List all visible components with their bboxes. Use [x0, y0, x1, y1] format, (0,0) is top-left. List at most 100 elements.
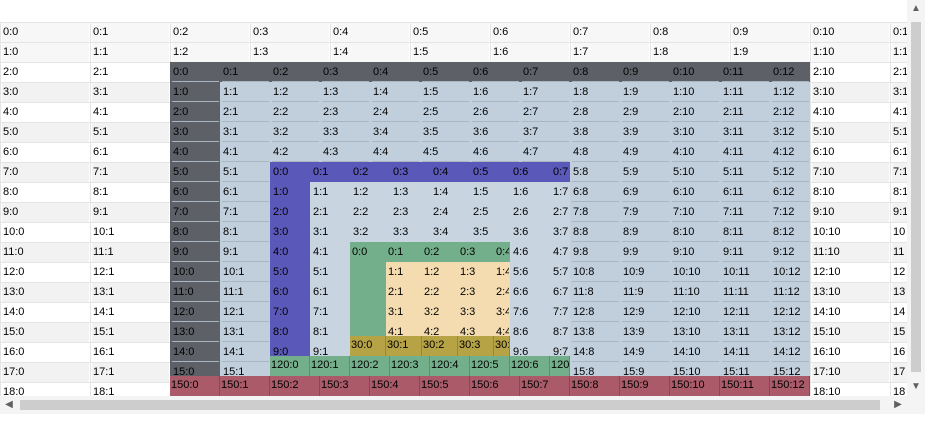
- grid-cell[interactable]: 6:11: [722, 183, 769, 202]
- grid-cell[interactable]: 1:3: [322, 83, 369, 102]
- grid-cell[interactable]: 1:2: [272, 83, 319, 102]
- grid-cell[interactable]: 1:2: [353, 186, 369, 198]
- footer-cell[interactable]: 150:11: [720, 376, 770, 396]
- grid-cell[interactable]: 8:9: [622, 223, 669, 242]
- grid-cell[interactable]: 1:4: [496, 266, 509, 278]
- grid-cell[interactable]: 0:6: [472, 63, 519, 82]
- grid-cell[interactable]: 4:0: [273, 246, 289, 258]
- grid-cell[interactable]: 8:6: [513, 326, 529, 338]
- grid-cell[interactable]: 6:1: [92, 143, 169, 162]
- grid-cell[interactable]: 13:1: [222, 323, 269, 342]
- grid-cell[interactable]: 4:10: [672, 143, 719, 162]
- grid-cell[interactable]: 2:3: [460, 286, 476, 298]
- grid-cell[interactable]: 4:8: [572, 143, 619, 162]
- grid-cell[interactable]: 4:0: [2, 103, 89, 122]
- grid-cell[interactable]: 7:11: [722, 203, 769, 222]
- scroll-up-arrow-icon[interactable]: ▲: [911, 3, 921, 14]
- grid-cell[interactable]: 12:0: [2, 263, 89, 282]
- grid-cell[interactable]: 2:8: [572, 103, 619, 122]
- grid-cell[interactable]: 4:1: [388, 326, 404, 338]
- grid-cell[interactable]: 1:1: [92, 43, 169, 62]
- grid-cell[interactable]: 6:1: [222, 183, 269, 202]
- grid-cell[interactable]: 0:11: [722, 63, 769, 82]
- grid-cell[interactable]: 1:10: [812, 43, 889, 62]
- grid-cell[interactable]: 7:1: [313, 306, 329, 318]
- grid-cell[interactable]: 10:8: [572, 263, 619, 282]
- vertical-scrollbar[interactable]: ▲ ▼: [907, 0, 925, 396]
- grid-cell[interactable]: 7:8: [572, 203, 619, 222]
- grid-cell[interactable]: 4:5: [422, 143, 469, 162]
- footer-cell[interactable]: 120:6: [510, 356, 550, 376]
- grid-cell[interactable]: 8:0: [2, 183, 89, 202]
- grid-cell[interactable]: 0:3: [322, 63, 369, 82]
- grid-cell[interactable]: 11:10: [812, 243, 889, 262]
- grid-cell[interactable]: 0:2: [272, 63, 319, 82]
- grid-cell[interactable]: 1:1: [313, 186, 329, 198]
- grid-cell[interactable]: 9:9: [622, 243, 669, 262]
- grid-cell[interactable]: 3:0: [2, 83, 89, 102]
- grid-cell[interactable]: 4:7: [553, 246, 569, 258]
- grid-cell[interactable]: 3:8: [572, 123, 619, 142]
- grid-cell[interactable]: 10:11: [722, 263, 769, 282]
- grid-cell[interactable]: 3:11: [722, 123, 769, 142]
- grid-cell[interactable]: 1:7: [553, 186, 569, 198]
- grid-cell[interactable]: 13:11: [722, 323, 769, 342]
- grid-cell[interactable]: 13:0: [172, 323, 219, 342]
- grid-cell[interactable]: 2:10: [672, 103, 719, 122]
- grid-cell[interactable]: 0:2: [353, 166, 369, 178]
- grid-cell[interactable]: 1:10: [672, 83, 719, 102]
- horizontal-scroll-thumb[interactable]: [20, 400, 880, 410]
- grid-cell[interactable]: 1:1: [388, 266, 404, 278]
- grid-cell[interactable]: 2:1: [388, 286, 404, 298]
- grid-cell[interactable]: 1:3: [252, 43, 329, 62]
- grid-cell[interactable]: 3:5: [422, 123, 469, 142]
- grid-cell[interactable]: 3:9: [622, 123, 669, 142]
- grid-cell[interactable]: 14:8: [572, 343, 619, 362]
- grid-cell[interactable]: 13:8: [572, 323, 619, 342]
- grid-cell[interactable]: 10:1: [222, 263, 269, 282]
- grid-cell[interactable]: 2:6: [513, 206, 529, 218]
- grid-cell[interactable]: 3:0: [273, 226, 289, 238]
- footer-cell[interactable]: 120:1: [310, 356, 350, 376]
- grid-cell[interactable]: 1:8: [572, 83, 619, 102]
- grid-cell[interactable]: 0:1: [92, 23, 169, 42]
- grid-cell[interactable]: 11:12: [772, 283, 809, 302]
- grid-cell[interactable]: 2:7: [553, 206, 569, 218]
- grid-cell[interactable]: 10:0: [2, 223, 89, 242]
- grid-cell[interactable]: 9:0: [172, 243, 219, 262]
- grid-cell[interactable]: 15:0: [2, 323, 89, 342]
- grid-cell[interactable]: 0:3: [393, 166, 409, 178]
- scroll-down-arrow-icon[interactable]: ▼: [911, 381, 921, 392]
- grid-cell[interactable]: 5:12: [772, 163, 809, 182]
- grid-cell[interactable]: 7:12: [772, 203, 809, 222]
- grid-cell[interactable]: 17:0: [2, 363, 89, 382]
- grid-cell[interactable]: 9:0: [2, 203, 89, 222]
- grid-cell[interactable]: 3:4: [496, 306, 509, 318]
- grid-cell[interactable]: 3:4: [372, 123, 419, 142]
- grid-cell[interactable]: 12:11: [722, 303, 769, 322]
- grid-cell[interactable]: 3:1: [388, 306, 404, 318]
- grid-cell[interactable]: 5:8: [572, 163, 619, 182]
- grid-cell[interactable]: 2:2: [424, 286, 440, 298]
- grid-cell[interactable]: 10:10: [672, 263, 719, 282]
- grid-cell[interactable]: 14:0: [2, 303, 89, 322]
- grid-cell[interactable]: 0:0: [352, 246, 368, 258]
- grid-cell[interactable]: 5:10: [812, 123, 889, 142]
- footer-cell[interactable]: 120:0: [270, 356, 310, 376]
- grid-cell[interactable]: 2:1: [313, 206, 329, 218]
- grid-cell[interactable]: 0:10: [672, 63, 719, 82]
- grid-cell[interactable]: 8:12: [772, 223, 809, 242]
- grid-cell[interactable]: 1:9: [622, 83, 669, 102]
- grid-cell[interactable]: 13:0: [2, 283, 89, 302]
- grid-cell[interactable]: 6:12: [772, 183, 809, 202]
- scroll-left-arrow-icon[interactable]: ◀: [5, 399, 13, 410]
- grid-cell[interactable]: 16:1: [92, 343, 169, 362]
- grid-cell[interactable]: 9:6: [513, 346, 529, 358]
- grid-cell[interactable]: 12:0: [172, 303, 219, 322]
- grid-cell[interactable]: 11:9: [622, 283, 669, 302]
- grid-cell[interactable]: 16:10: [812, 343, 889, 362]
- grid-cell[interactable]: 0:9: [622, 63, 669, 82]
- grid-cell[interactable]: 9:1: [222, 243, 269, 262]
- grid-cell[interactable]: 2:12: [772, 103, 809, 122]
- grid-cell[interactable]: 7:9: [622, 203, 669, 222]
